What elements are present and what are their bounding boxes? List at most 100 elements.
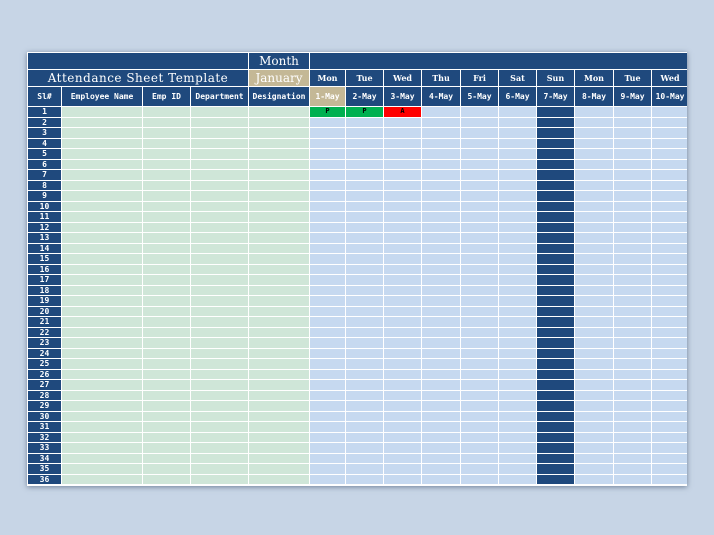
attendance-cell[interactable]: [421, 211, 461, 223]
designation-cell[interactable]: [248, 116, 310, 128]
serial-number-cell[interactable]: 4: [27, 137, 62, 149]
attendance-cell[interactable]: [650, 232, 687, 244]
attendance-cell[interactable]: [574, 127, 614, 139]
attendance-cell[interactable]: [498, 232, 537, 244]
day-name-header[interactable]: Mon: [574, 69, 614, 87]
designation-cell[interactable]: [248, 410, 310, 422]
date-header[interactable]: 1-May: [309, 86, 346, 107]
attendance-cell[interactable]: [574, 169, 614, 181]
designation-cell[interactable]: [248, 305, 310, 317]
attendance-cell[interactable]: [536, 305, 575, 317]
attendance-cell[interactable]: [536, 463, 575, 475]
designation-cell[interactable]: [248, 431, 310, 443]
serial-number-cell[interactable]: 25: [27, 358, 62, 370]
attendance-cell[interactable]: [574, 337, 614, 349]
department-cell[interactable]: [190, 337, 249, 349]
serial-number-cell[interactable]: 7: [27, 169, 62, 181]
attendance-cell[interactable]: [498, 127, 537, 139]
attendance-cell[interactable]: [383, 389, 422, 401]
attendance-cell[interactable]: [536, 200, 575, 212]
attendance-cell[interactable]: [498, 400, 537, 412]
attendance-cell[interactable]: [421, 473, 461, 485]
attendance-cell[interactable]: [650, 211, 687, 223]
attendance-cell[interactable]: [613, 389, 652, 401]
attendance-cell[interactable]: [309, 232, 346, 244]
attendance-cell[interactable]: [460, 232, 499, 244]
attendance-cell[interactable]: [460, 379, 499, 391]
attendance-cell[interactable]: [536, 127, 575, 139]
attendance-cell[interactable]: [536, 473, 575, 485]
attendance-cell[interactable]: [309, 326, 346, 338]
attendance-cell[interactable]: [613, 169, 652, 181]
attendance-cell[interactable]: [383, 221, 422, 233]
attendance-cell[interactable]: [345, 232, 384, 244]
attendance-cell[interactable]: [574, 263, 614, 275]
attendance-cell[interactable]: [574, 389, 614, 401]
employee-name-cell[interactable]: [61, 232, 143, 244]
serial-number-cell[interactable]: 36: [27, 473, 62, 485]
attendance-cell[interactable]: [421, 221, 461, 233]
serial-number-cell[interactable]: 23: [27, 337, 62, 349]
attendance-cell[interactable]: [421, 274, 461, 286]
attendance-cell[interactable]: [650, 116, 687, 128]
attendance-cell[interactable]: [650, 221, 687, 233]
designation-cell[interactable]: [248, 158, 310, 170]
employee-name-cell[interactable]: [61, 190, 143, 202]
designation-cell[interactable]: [248, 263, 310, 275]
designation-cell[interactable]: [248, 452, 310, 464]
attendance-cell[interactable]: [613, 337, 652, 349]
emp-id-cell[interactable]: [142, 169, 191, 181]
employee-name-cell[interactable]: [61, 379, 143, 391]
employee-name-cell[interactable]: [61, 242, 143, 254]
attendance-cell[interactable]: [421, 389, 461, 401]
attendance-cell[interactable]: [536, 106, 575, 118]
emp-id-cell[interactable]: [142, 116, 191, 128]
employee-name-cell[interactable]: [61, 211, 143, 223]
day-name-header[interactable]: Wed: [383, 69, 422, 87]
attendance-cell[interactable]: [498, 347, 537, 359]
attendance-cell[interactable]: [613, 295, 652, 307]
designation-cell[interactable]: [248, 179, 310, 191]
attendance-cell[interactable]: [498, 463, 537, 475]
attendance-cell[interactable]: [421, 400, 461, 412]
attendance-cell[interactable]: [383, 442, 422, 454]
attendance-cell[interactable]: [613, 368, 652, 380]
attendance-cell[interactable]: [650, 242, 687, 254]
attendance-cell[interactable]: [309, 347, 346, 359]
serial-number-cell[interactable]: 35: [27, 463, 62, 475]
attendance-cell[interactable]: [309, 169, 346, 181]
attendance-cell[interactable]: [613, 473, 652, 485]
emp-id-cell[interactable]: [142, 127, 191, 139]
attendance-cell[interactable]: [345, 410, 384, 422]
employee-name-cell[interactable]: [61, 347, 143, 359]
department-cell[interactable]: [190, 379, 249, 391]
serial-number-cell[interactable]: 3: [27, 127, 62, 139]
attendance-cell[interactable]: [383, 379, 422, 391]
column-header-designation[interactable]: Designation: [248, 86, 310, 107]
attendance-cell[interactable]: [650, 442, 687, 454]
attendance-cell[interactable]: [460, 368, 499, 380]
attendance-cell[interactable]: [574, 358, 614, 370]
employee-name-cell[interactable]: [61, 410, 143, 422]
attendance-cell[interactable]: [460, 211, 499, 223]
date-header[interactable]: 2-May: [345, 86, 384, 107]
attendance-cell[interactable]: [498, 274, 537, 286]
attendance-cell[interactable]: [421, 158, 461, 170]
employee-name-cell[interactable]: [61, 326, 143, 338]
attendance-cell[interactable]: [650, 127, 687, 139]
attendance-cell[interactable]: [421, 442, 461, 454]
attendance-cell[interactable]: [498, 442, 537, 454]
department-cell[interactable]: [190, 284, 249, 296]
attendance-cell[interactable]: [536, 253, 575, 265]
date-header[interactable]: 7-May: [536, 86, 575, 107]
attendance-cell[interactable]: [536, 232, 575, 244]
attendance-cell[interactable]: [574, 221, 614, 233]
attendance-cell[interactable]: [345, 442, 384, 454]
serial-number-cell[interactable]: 17: [27, 274, 62, 286]
attendance-cell[interactable]: [383, 295, 422, 307]
attendance-cell[interactable]: [421, 463, 461, 475]
attendance-cell[interactable]: [650, 253, 687, 265]
attendance-cell[interactable]: [309, 221, 346, 233]
emp-id-cell[interactable]: [142, 200, 191, 212]
attendance-cell[interactable]: [498, 263, 537, 275]
